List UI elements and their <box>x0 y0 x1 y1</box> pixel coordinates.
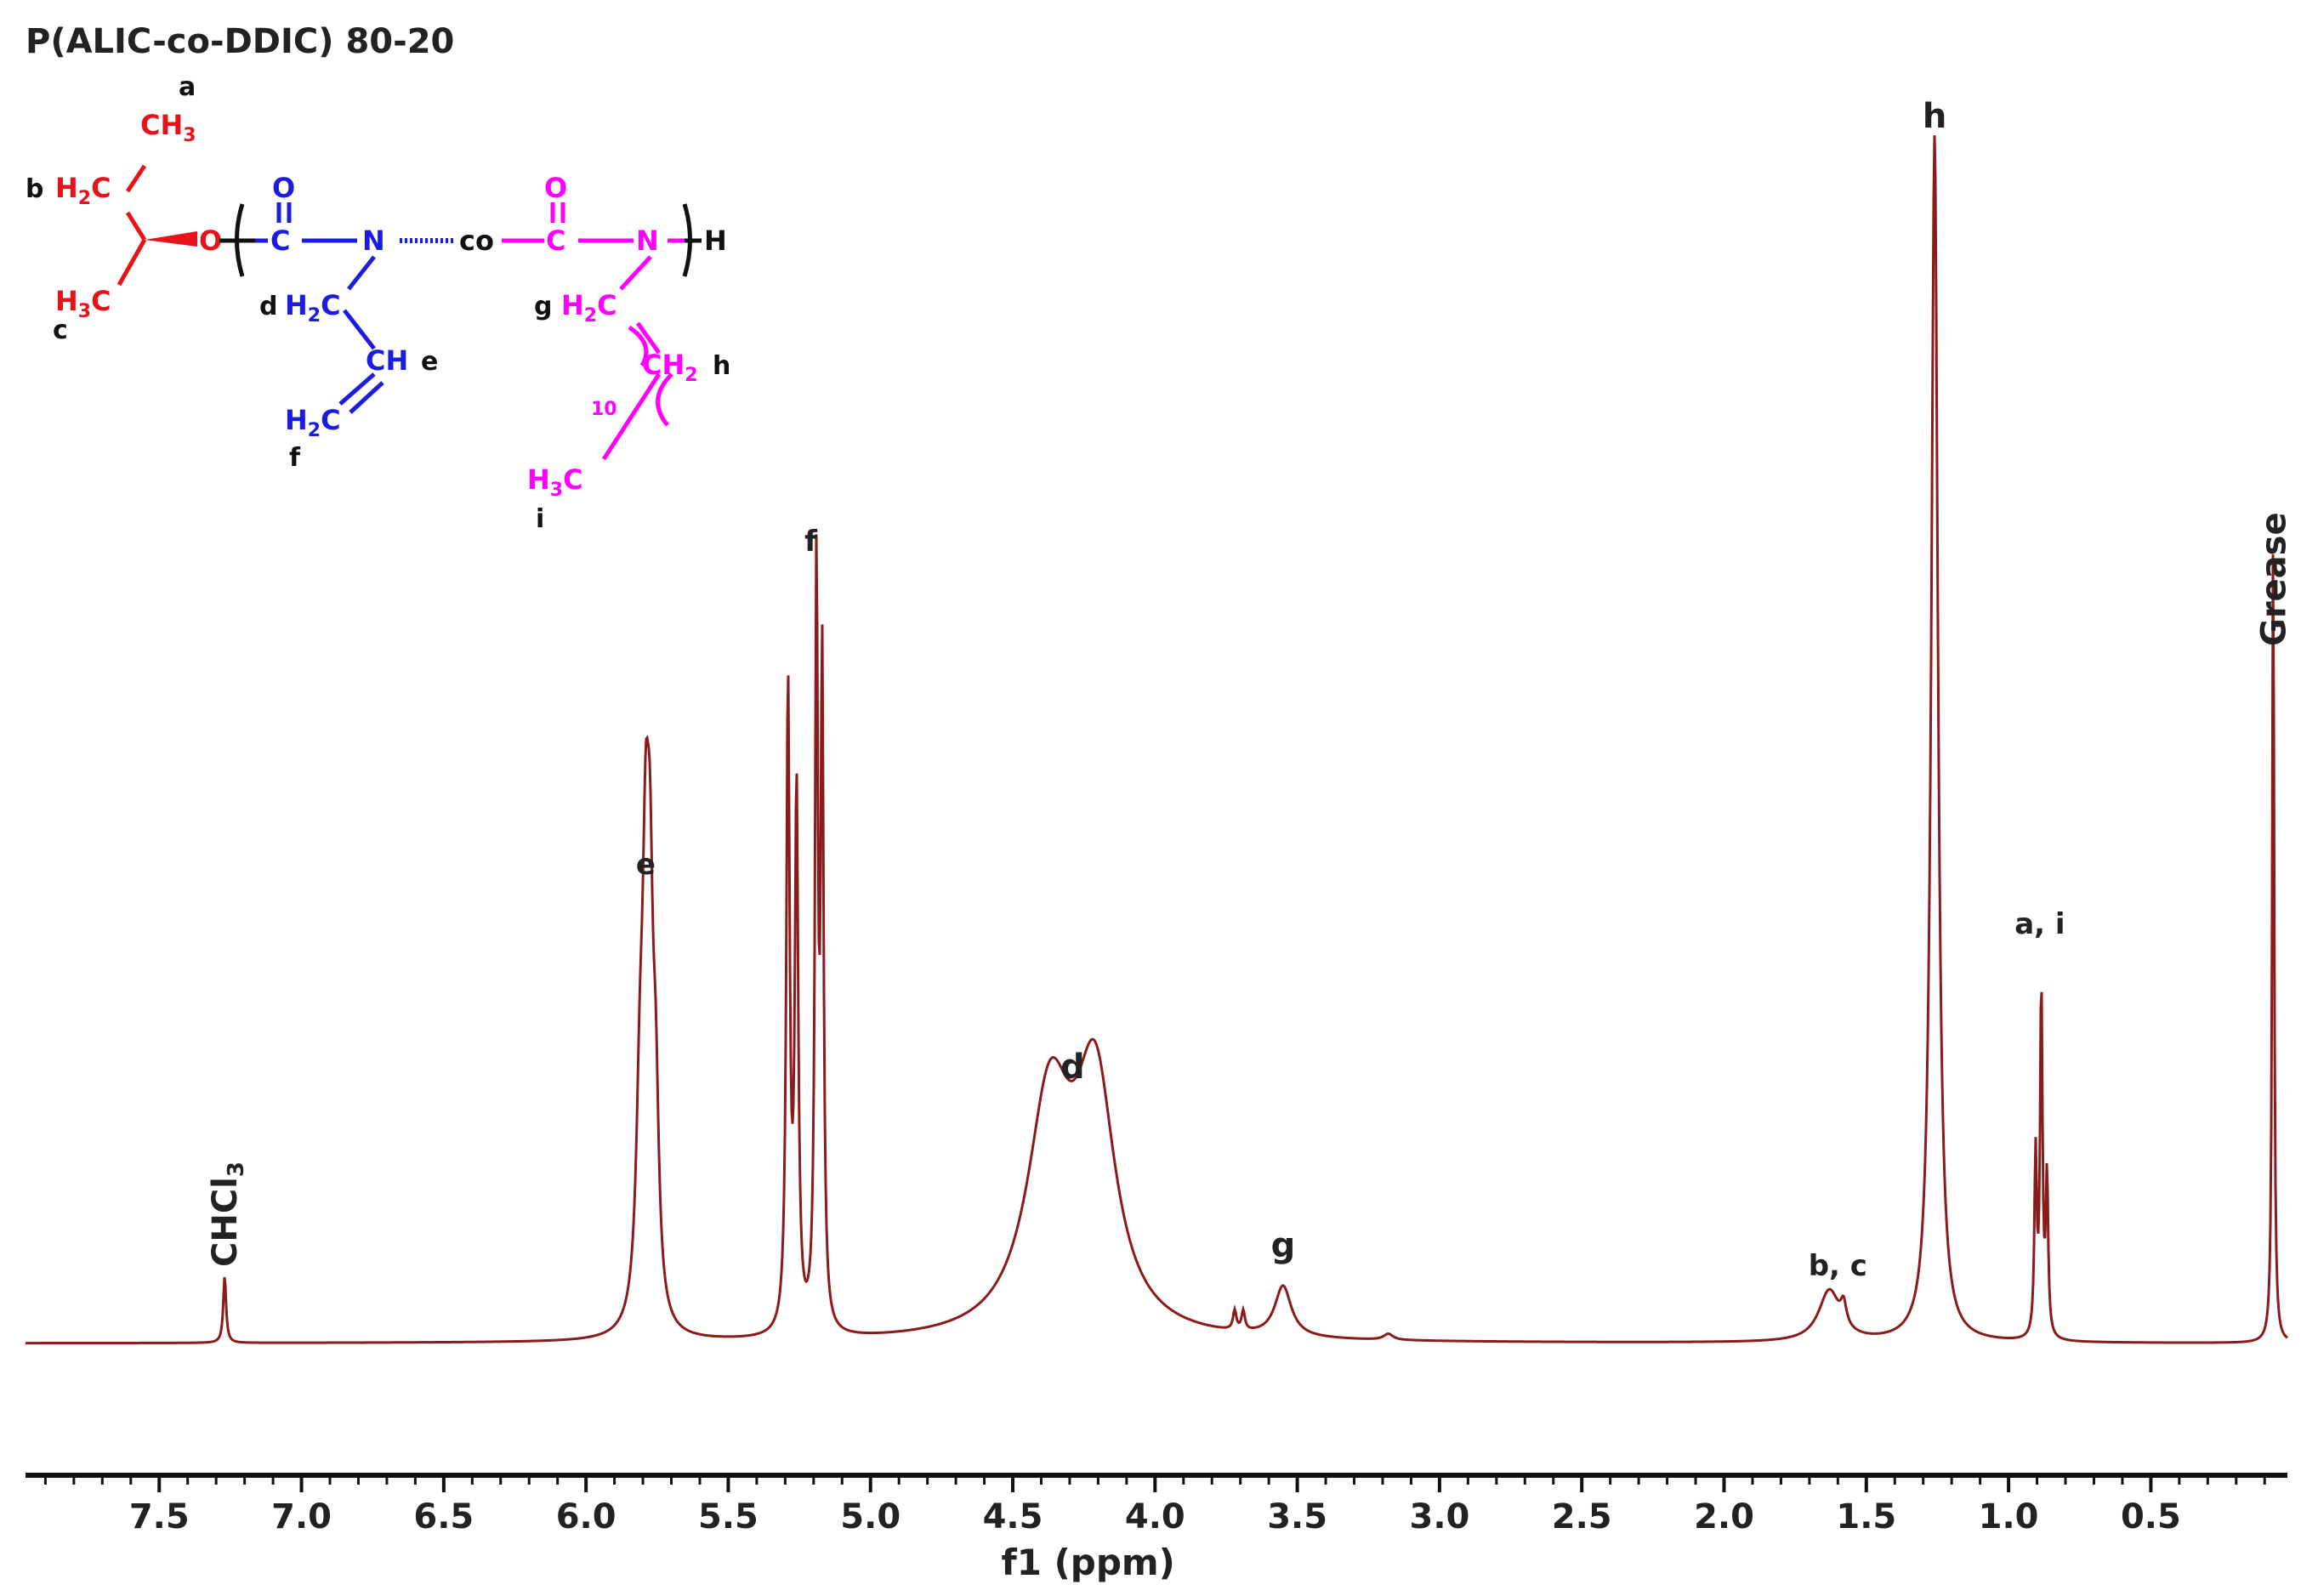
repeat-count: 10 <box>591 399 617 420</box>
label-i: i <box>536 504 544 534</box>
x-tick-label: 2.0 <box>1694 1497 1754 1536</box>
label-b: b <box>26 174 43 204</box>
label-a: a <box>179 72 196 102</box>
label-f: f <box>289 443 301 473</box>
h2c-d: H2C <box>285 289 341 327</box>
wedge-bond <box>145 231 197 247</box>
x-axis-ticks: 7.5 7.0 6.5 6.0 5.5 5.0 4.5 4.0 3.5 3.0 2.5 2.0 1.5 1… <box>43 1475 2266 1536</box>
h3c-i: H3C <box>527 463 583 501</box>
x-tick-label: 4.0 <box>1125 1497 1185 1536</box>
peak-label-g: g <box>1271 1226 1296 1265</box>
h2c-f: H2C <box>285 404 341 441</box>
nitrogen-left: N <box>362 224 385 257</box>
spectrum-series-line <box>26 135 2288 1345</box>
h3c-c: H3C <box>55 285 111 322</box>
x-tick-label: 7.0 <box>271 1497 332 1536</box>
x-tick-label: 1.5 <box>1836 1497 1896 1536</box>
label-g: g <box>534 292 552 321</box>
peak-label-f: f <box>804 525 818 559</box>
x-tick-label: 7.5 <box>129 1497 190 1536</box>
peak-label-grease: Grease <box>2254 512 2293 646</box>
x-tick-label: 3.0 <box>1409 1497 1469 1536</box>
x-tick-label: 0.5 <box>2121 1497 2181 1536</box>
carbonyl-carbon-right: C <box>546 224 565 257</box>
x-tick-label: 5.0 <box>840 1497 901 1536</box>
co-link: co <box>459 224 494 257</box>
x-tick-label: 5.5 <box>698 1497 758 1536</box>
peak-annotations: CHCl3 e f d g b, c h a, i Grease <box>206 97 2293 1283</box>
ether-oxygen: O <box>199 224 222 257</box>
end-hydrogen: H <box>704 224 727 257</box>
label-h: h <box>713 351 730 381</box>
label-e: e <box>421 347 438 377</box>
ch-e: CH <box>366 344 408 377</box>
peak-label-a-i: a, i <box>2014 907 2065 941</box>
ch2-h: CH2 <box>642 349 698 386</box>
peak-label-d: d <box>1060 1048 1085 1087</box>
ch3-a: CH3 <box>140 109 196 146</box>
x-tick-label: 4.5 <box>983 1497 1043 1536</box>
label-d: d <box>259 292 277 321</box>
x-tick-label: 3.5 <box>1267 1497 1327 1536</box>
x-tick-label: 2.5 <box>1552 1497 1612 1536</box>
chemical-structure: CH3 H2C H3C O O C N H2C CH H2C co <box>26 72 730 534</box>
x-tick-label: 6.0 <box>556 1497 616 1536</box>
carbonyl-oxygen-right: O <box>544 172 567 204</box>
x-tick-label: 1.0 <box>1979 1497 2039 1536</box>
h2c-g: H2C <box>561 289 617 327</box>
peak-label-chcl3: CHCl3 <box>206 1162 249 1267</box>
peak-label-b-c: b, c <box>1809 1249 1867 1283</box>
carbonyl-carbon-left: C <box>270 224 290 257</box>
label-c: c <box>53 315 68 345</box>
h2c-b: H2C <box>55 172 111 209</box>
x-axis-title: f1 (ppm) <box>1001 1542 1174 1583</box>
x-tick-label: 6.5 <box>413 1497 474 1536</box>
peak-label-h: h <box>1923 97 1946 136</box>
nitrogen-right: N <box>636 224 659 257</box>
chart-title: P(ALIC-co-DDIC) 80-20 <box>26 22 454 61</box>
peak-label-e: e <box>636 848 656 882</box>
carbonyl-oxygen-left: O <box>272 172 295 204</box>
